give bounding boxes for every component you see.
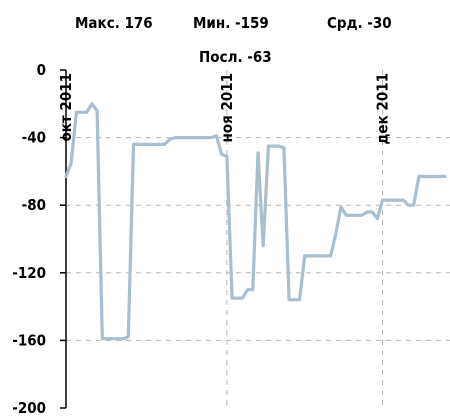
y-tick-label: -120 bbox=[12, 264, 46, 282]
x-tick-label: окт 2011 bbox=[57, 73, 75, 142]
stat-last: Посл. -63 bbox=[199, 48, 272, 66]
x-tick-label: дек 2011 bbox=[374, 73, 392, 144]
stat-min: Мин. -159 bbox=[193, 14, 269, 32]
axes bbox=[60, 69, 67, 409]
y-tick-label: -160 bbox=[12, 331, 46, 349]
stat-avg: Срд. -30 bbox=[327, 14, 392, 32]
tick-labels: 0 -40 -80 -120 -160 -200 окт 2011 ноя 2011 дек 2… bbox=[12, 61, 391, 417]
y-tick-label: -200 bbox=[12, 399, 46, 417]
stat-max: Макс. 176 bbox=[75, 14, 153, 32]
series-line bbox=[64, 102, 447, 341]
x-tick-label: ноя 2011 bbox=[218, 73, 236, 143]
series-layer bbox=[64, 102, 447, 341]
y-tick-label: -40 bbox=[22, 129, 46, 147]
y-tick-label: -80 bbox=[22, 196, 46, 214]
y-tick-label: 0 bbox=[37, 61, 46, 79]
